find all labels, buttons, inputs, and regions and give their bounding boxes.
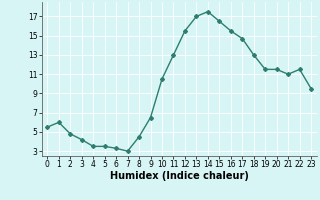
X-axis label: Humidex (Indice chaleur): Humidex (Indice chaleur) <box>110 171 249 181</box>
